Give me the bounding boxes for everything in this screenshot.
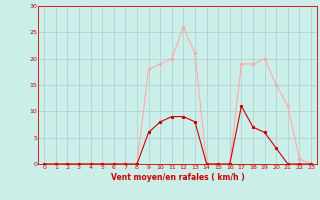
X-axis label: Vent moyen/en rafales ( km/h ): Vent moyen/en rafales ( km/h ) [111, 173, 244, 182]
